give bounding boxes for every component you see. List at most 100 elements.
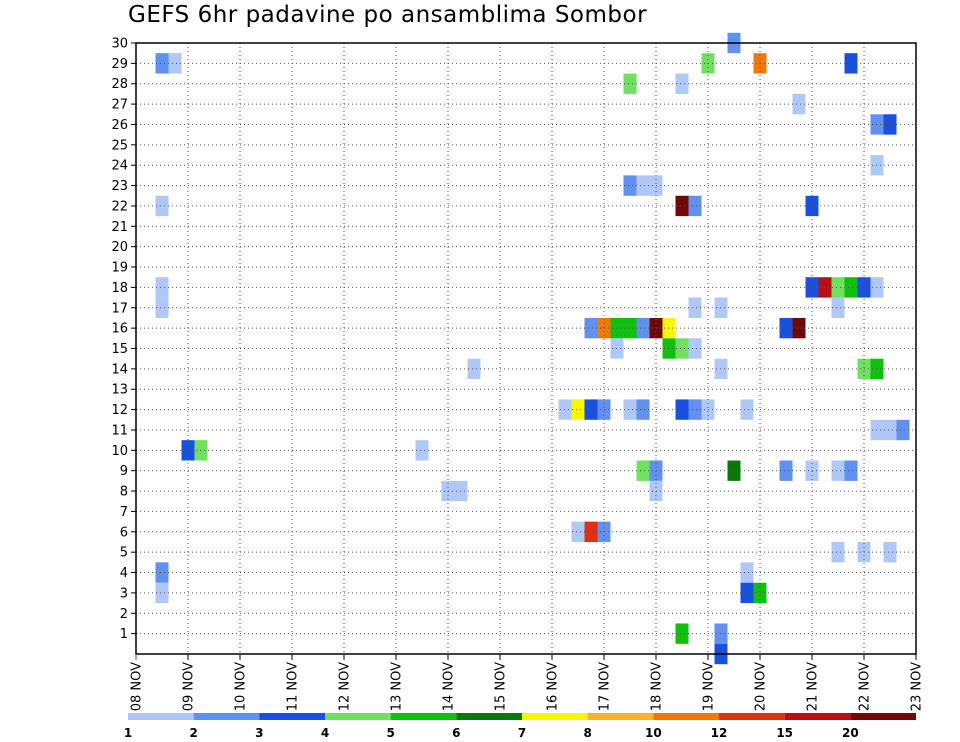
member-cell xyxy=(168,53,182,74)
x-tick-label: 21 NOV xyxy=(806,662,821,711)
member-cell xyxy=(779,460,793,481)
member-cell xyxy=(155,582,169,604)
member-cell xyxy=(155,53,169,74)
y-tick-label: 12 xyxy=(111,403,128,418)
member-cell xyxy=(831,277,845,298)
y-tick-label: 30 xyxy=(111,37,128,52)
colorbar-segment xyxy=(522,713,588,720)
y-tick-label: 11 xyxy=(111,423,128,438)
colorbar-segment xyxy=(719,713,785,720)
y-tick-label: 23 xyxy=(111,179,128,194)
member-cell xyxy=(675,338,689,359)
y-tick-label: 8 xyxy=(120,485,128,500)
member-cell xyxy=(779,317,793,339)
y-tick-label: 3 xyxy=(120,586,128,601)
member-cell xyxy=(740,562,754,583)
colorbar-label: 4 xyxy=(321,726,329,740)
x-tick-label: 22 NOV xyxy=(858,662,873,711)
y-tick-label: 7 xyxy=(120,505,128,520)
member-cell xyxy=(415,440,429,461)
member-cell xyxy=(623,73,637,94)
member-cell xyxy=(688,297,702,318)
member-cell xyxy=(636,175,650,196)
x-tick-label: 08 NOV xyxy=(130,662,145,711)
y-tick-label: 24 xyxy=(111,159,128,174)
member-cell xyxy=(467,358,481,380)
member-cell xyxy=(883,541,897,563)
x-tick-label: 20 NOV xyxy=(754,662,769,711)
colorbar-label: 8 xyxy=(583,726,591,740)
member-cell xyxy=(675,623,689,644)
y-tick-label: 21 xyxy=(111,220,128,235)
member-cell xyxy=(571,399,585,420)
y-tick-label: 1 xyxy=(120,627,128,642)
colorbar-segment xyxy=(193,713,260,720)
member-cell xyxy=(883,114,897,135)
member-cell xyxy=(740,399,754,420)
x-tick-label: 19 NOV xyxy=(702,662,717,711)
colorbar-segment xyxy=(390,713,457,720)
colorbar-segment xyxy=(456,713,522,720)
member-cell xyxy=(636,399,650,420)
member-cell xyxy=(740,582,754,604)
member-cell xyxy=(727,460,741,481)
colorbar-segment xyxy=(653,713,719,720)
member-cell xyxy=(584,521,598,542)
y-tick-label: 6 xyxy=(120,525,128,540)
member-cell xyxy=(571,521,585,542)
member-cell xyxy=(896,419,910,441)
y-tick-label: 19 xyxy=(111,261,128,276)
x-tick-label: 15 NOV xyxy=(494,662,509,711)
member-cell xyxy=(688,195,702,217)
x-tick-label: 13 NOV xyxy=(390,662,405,711)
y-tick-label: 9 xyxy=(120,464,128,479)
colorbar-label: 2 xyxy=(189,726,197,740)
y-tick-label: 27 xyxy=(111,98,128,113)
member-cell xyxy=(792,93,806,115)
member-cell xyxy=(688,399,702,420)
member-cell xyxy=(675,399,689,420)
y-tick-label: 18 xyxy=(111,281,128,296)
x-tick-label: 11 NOV xyxy=(286,662,301,711)
y-tick-label: 29 xyxy=(111,57,128,72)
y-tick-label: 2 xyxy=(120,607,128,622)
member-cell xyxy=(831,297,845,318)
plot-area: 1234567891011121314151617181920212223242… xyxy=(111,32,925,711)
colorbar-segment xyxy=(325,713,391,720)
y-tick-label: 14 xyxy=(111,362,128,377)
colorbar-label: 12 xyxy=(711,726,728,740)
member-cell xyxy=(636,460,650,481)
y-tick-label: 20 xyxy=(111,240,128,255)
y-tick-label: 5 xyxy=(120,546,128,561)
x-tick-label: 18 NOV xyxy=(650,662,665,711)
member-cell xyxy=(155,195,169,217)
member-cell xyxy=(844,53,858,74)
member-cell xyxy=(155,297,169,318)
colorbar-label: 15 xyxy=(776,726,793,740)
y-tick-label: 4 xyxy=(120,566,128,581)
colorbar-label: 10 xyxy=(645,726,662,740)
colorbar-segment xyxy=(128,713,194,720)
y-tick-label: 17 xyxy=(111,301,128,316)
chart-title: GEFS 6hr padavine po ansamblima Sombor xyxy=(128,2,648,28)
member-cell xyxy=(844,460,858,481)
member-cell xyxy=(584,399,598,420)
y-tick-label: 26 xyxy=(111,118,128,133)
y-tick-label: 22 xyxy=(111,199,128,214)
member-cell xyxy=(636,317,650,339)
member-cell xyxy=(623,399,637,420)
x-tick-label: 23 NOV xyxy=(910,662,925,711)
y-tick-label: 10 xyxy=(111,444,128,459)
colorbar-label: 7 xyxy=(518,726,526,740)
colorbar-label: 1 xyxy=(124,726,132,740)
colorbar-label: 3 xyxy=(255,726,263,740)
colorbar-label: 6 xyxy=(452,726,460,740)
x-tick-label: 17 NOV xyxy=(598,662,613,711)
member-cell xyxy=(883,419,897,441)
y-tick-label: 28 xyxy=(111,77,128,92)
y-tick-label: 16 xyxy=(111,322,128,337)
colorbar-segment xyxy=(587,713,654,720)
member-cell xyxy=(844,277,858,298)
colorbar: 1 2 3 4 5 6 7 8 10 12 15 20 xyxy=(124,713,916,740)
